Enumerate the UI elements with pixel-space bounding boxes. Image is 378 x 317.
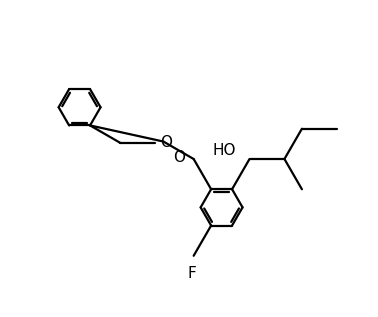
Text: HO: HO [212, 143, 235, 158]
Text: O: O [173, 150, 185, 165]
Text: O: O [160, 135, 172, 150]
Text: F: F [188, 266, 197, 281]
